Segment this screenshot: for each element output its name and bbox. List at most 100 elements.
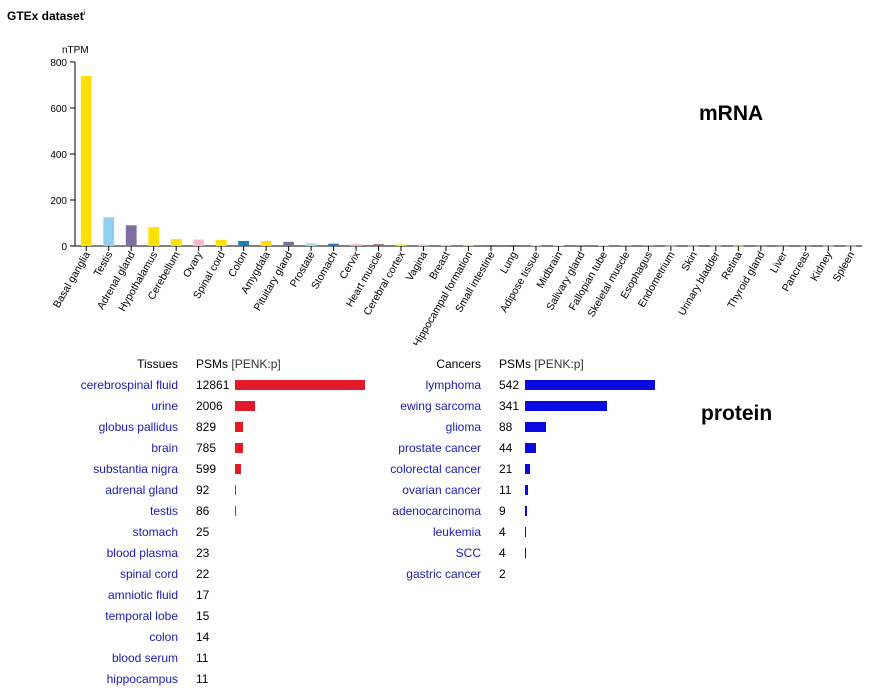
cancers-psm-table: Cancers PSMs [PENK:p] lymphoma 542 ewing s… bbox=[380, 356, 680, 596]
bar-colon[interactable] bbox=[238, 240, 250, 246]
tissue-row: colon 14 bbox=[0, 627, 380, 648]
tissue-psm-count: 785 bbox=[196, 441, 217, 455]
tissue-row: substantia nigra 599 bbox=[0, 459, 380, 480]
tissue-row: testis 86 bbox=[0, 501, 380, 522]
x-tick-label: Vagina bbox=[404, 249, 430, 283]
cancer-psm-count: 2 bbox=[499, 567, 506, 581]
tissue-name-link[interactable]: blood serum bbox=[111, 651, 178, 665]
bar-testis[interactable] bbox=[103, 217, 115, 246]
tissue-name-link[interactable]: adrenal gland bbox=[105, 483, 178, 497]
tissue-row: stomach 25 bbox=[0, 522, 380, 543]
y-tick-label: 200 bbox=[50, 196, 67, 207]
tissue-psm-bar bbox=[235, 380, 365, 390]
bar-hypothalamus[interactable] bbox=[148, 227, 160, 246]
bar-fallopian-tube[interactable] bbox=[598, 245, 609, 247]
bar-skeletal-muscle[interactable] bbox=[620, 245, 632, 247]
info-icon[interactable]: i bbox=[83, 10, 86, 17]
bar-pituitary-gland[interactable] bbox=[283, 241, 295, 246]
bar-adrenal-gland[interactable] bbox=[125, 225, 137, 246]
tissue-name-link[interactable]: blood plasma bbox=[106, 546, 178, 560]
cancer-name-link[interactable]: ovarian cancer bbox=[402, 483, 481, 497]
tissue-psm-bar bbox=[235, 485, 236, 495]
tissue-name-link[interactable]: brain bbox=[151, 441, 178, 455]
bar-amygdala[interactable] bbox=[260, 240, 272, 246]
y-tick-label: 400 bbox=[50, 150, 67, 161]
cancer-name-link[interactable]: colorectal cancer bbox=[390, 462, 481, 476]
cancer-psm-bar bbox=[525, 548, 526, 558]
bar-cerebellum[interactable] bbox=[170, 239, 182, 246]
cancer-name-link[interactable]: lymphoma bbox=[425, 378, 481, 392]
tissue-name-link[interactable]: stomach bbox=[132, 525, 178, 539]
bar-small-intestine[interactable] bbox=[485, 245, 497, 246]
tissue-row: urine 2006 bbox=[0, 396, 380, 417]
cancer-row: ovarian cancer 11 bbox=[380, 480, 680, 501]
tissues-psm-table: Tissues PSMs [PENK:p] cerebrospinal flui… bbox=[0, 356, 380, 688]
y-tick-label: 600 bbox=[50, 104, 67, 115]
tissue-row: adrenal gland 92 bbox=[0, 480, 380, 501]
cancer-name-link[interactable]: ewing sarcoma bbox=[400, 399, 481, 413]
tissue-psm-count: 15 bbox=[196, 609, 210, 623]
cancer-name-link[interactable]: prostate cancer bbox=[398, 441, 481, 455]
tissue-name-link[interactable]: hippocampus bbox=[106, 672, 178, 686]
cancer-psm-count: 21 bbox=[499, 462, 513, 476]
cancer-psm-count: 11 bbox=[499, 483, 512, 497]
bar-midbrain[interactable] bbox=[553, 245, 564, 246]
cancer-name-link[interactable]: leukemia bbox=[432, 525, 481, 539]
bar-stomach[interactable] bbox=[328, 243, 339, 246]
tissue-psm-bar bbox=[235, 464, 242, 474]
bar-hippocampal-formation[interactable] bbox=[463, 244, 474, 246]
tissue-name-link[interactable]: globus pallidus bbox=[98, 420, 178, 434]
cancer-psm-bar bbox=[525, 401, 607, 411]
bar-vagina[interactable] bbox=[418, 244, 429, 246]
mrna-label: mRNA bbox=[699, 102, 764, 125]
bar-adipose-tissue[interactable] bbox=[530, 245, 542, 246]
bar-basal-ganglia[interactable] bbox=[80, 75, 92, 246]
tissue-psm-count: 86 bbox=[196, 504, 210, 518]
tissue-psm-count: 25 bbox=[196, 525, 210, 539]
cancer-name-link[interactable]: SCC bbox=[455, 546, 481, 560]
tissue-name-link[interactable]: colon bbox=[149, 630, 178, 644]
tissue-name-link[interactable]: urine bbox=[151, 399, 178, 413]
cancer-psm-bar bbox=[525, 380, 655, 390]
tissue-psm-bar bbox=[235, 443, 243, 453]
tissue-name-link[interactable]: spinal cord bbox=[119, 567, 178, 581]
bar-lung[interactable] bbox=[508, 245, 519, 246]
tissue-name-link[interactable]: testis bbox=[149, 504, 178, 518]
tissue-psm-bar bbox=[235, 506, 236, 516]
bar-prostate[interactable] bbox=[305, 243, 317, 246]
tissue-name-link[interactable]: cerebrospinal fluid bbox=[80, 378, 178, 392]
x-tick-label: Basal ganglia bbox=[51, 249, 93, 310]
x-tick-label: Spleen bbox=[831, 249, 858, 283]
tissue-name-link[interactable]: substantia nigra bbox=[93, 462, 178, 476]
cancer-psm-count: 542 bbox=[499, 378, 520, 392]
cancer-psm-count: 4 bbox=[499, 525, 506, 539]
bar-ovary[interactable] bbox=[193, 239, 205, 246]
tissue-psm-count: 2006 bbox=[196, 399, 223, 413]
bar-spinal-cord[interactable] bbox=[215, 240, 227, 246]
tissue-row: globus pallidus 829 bbox=[0, 417, 380, 438]
tissue-name-link[interactable]: amniotic fluid bbox=[107, 588, 178, 602]
tissue-psm-count: 11 bbox=[196, 651, 209, 665]
x-tick-label: Skin bbox=[679, 249, 700, 273]
x-tick-label: Liver bbox=[768, 249, 790, 275]
cancer-row: SCC 4 bbox=[380, 543, 680, 564]
bar-heart-muscle[interactable] bbox=[373, 244, 384, 246]
tissue-psm-count: 17 bbox=[196, 588, 210, 602]
cancer-name-link[interactable]: adenocarcinoma bbox=[392, 504, 481, 518]
bar-esophagus[interactable] bbox=[642, 245, 654, 247]
bar-cerebral-cortex[interactable] bbox=[395, 244, 407, 246]
bar-salivary-gland[interactable] bbox=[575, 245, 587, 246]
bar-cervix[interactable] bbox=[350, 244, 362, 246]
bar-breast[interactable] bbox=[440, 244, 452, 246]
cancer-psm-count: 88 bbox=[499, 420, 513, 434]
cancer-name-link[interactable]: gastric cancer bbox=[406, 567, 481, 581]
tissue-psm-bar bbox=[235, 422, 244, 432]
tissue-psm-count: 92 bbox=[196, 483, 210, 497]
tissue-row: blood serum 11 bbox=[0, 648, 380, 669]
cancer-name-link[interactable]: glioma bbox=[445, 420, 481, 434]
cancer-psm-count: 9 bbox=[499, 504, 506, 518]
cancer-row: ewing sarcoma 341 bbox=[380, 396, 680, 417]
y-tick-label: 0 bbox=[61, 242, 67, 253]
cancer-psm-count: 44 bbox=[499, 441, 513, 455]
tissue-name-link[interactable]: temporal lobe bbox=[105, 609, 178, 623]
